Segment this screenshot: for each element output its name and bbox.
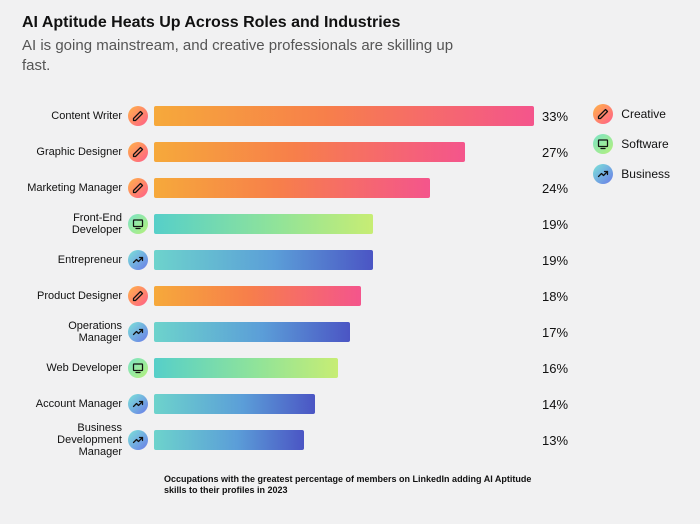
- legend-label: Business: [621, 167, 670, 181]
- bar-label: Entrepreneur: [22, 254, 128, 266]
- bar-chart: Content Writer 33% Graphic Designer 27% …: [22, 102, 678, 462]
- legend: Creative Software Business: [593, 104, 670, 194]
- bar-row: Entrepreneur 19%: [22, 246, 678, 274]
- bar-row: Business Development Manager 13%: [22, 426, 678, 454]
- pencil-icon: [128, 142, 148, 162]
- bar-track: [154, 142, 534, 162]
- bar-label: Graphic Designer: [22, 146, 128, 158]
- legend-item: Creative: [593, 104, 670, 124]
- pencil-icon: [128, 106, 148, 126]
- bar-value: 27%: [542, 145, 568, 160]
- bar-row: Front-End Developer 19%: [22, 210, 678, 238]
- bar-value: 24%: [542, 181, 568, 196]
- bar-label: Content Writer: [22, 110, 128, 122]
- page-title: AI Aptitude Heats Up Across Roles and In…: [22, 14, 678, 32]
- page-subtitle: AI is going mainstream, and creative pro…: [22, 36, 462, 77]
- bar-track: [154, 106, 534, 126]
- bar-row: Product Designer 18%: [22, 282, 678, 310]
- bar-track: [154, 358, 534, 378]
- bar-value: 18%: [542, 289, 568, 304]
- pencil-icon-legend: [593, 104, 613, 124]
- monitor-icon: [128, 214, 148, 234]
- legend-item: Software: [593, 134, 670, 154]
- bar-row: Web Developer 16%: [22, 354, 678, 382]
- bar-track: [154, 322, 534, 342]
- bar-fill: [154, 142, 465, 162]
- bar-label: Product Designer: [22, 290, 128, 302]
- bar-fill: [154, 286, 361, 306]
- bar-fill: [154, 178, 430, 198]
- bar-fill: [154, 358, 338, 378]
- bar-fill: [154, 250, 373, 270]
- bar-track: [154, 250, 534, 270]
- bar-row: Graphic Designer 27%: [22, 138, 678, 166]
- bar-value: 19%: [542, 253, 568, 268]
- bar-value: 13%: [542, 433, 568, 448]
- bar-track: [154, 430, 534, 450]
- trend-icon: [128, 394, 148, 414]
- legend-item: Business: [593, 164, 670, 184]
- bar-track: [154, 178, 534, 198]
- bar-label: Front-End Developer: [22, 212, 128, 236]
- bar-fill: [154, 214, 373, 234]
- monitor-icon: [128, 358, 148, 378]
- bar-fill: [154, 430, 304, 450]
- bar-row: Account Manager 14%: [22, 390, 678, 418]
- bar-label: Web Developer: [22, 362, 128, 374]
- legend-label: Software: [621, 137, 668, 151]
- bar-track: [154, 286, 534, 306]
- chart-container: AI Aptitude Heats Up Across Roles and In…: [0, 0, 700, 524]
- footnote: Occupations with the greatest percentage…: [164, 474, 534, 497]
- trend-icon: [128, 322, 148, 342]
- bar-fill: [154, 394, 315, 414]
- bar-track: [154, 394, 534, 414]
- trend-icon: [128, 430, 148, 450]
- pencil-icon: [128, 178, 148, 198]
- legend-label: Creative: [621, 107, 666, 121]
- pencil-icon: [128, 286, 148, 306]
- bar-value: 17%: [542, 325, 568, 340]
- trend-icon: [128, 250, 148, 270]
- bar-label: Marketing Manager: [22, 182, 128, 194]
- bar-value: 14%: [542, 397, 568, 412]
- bar-track: [154, 214, 534, 234]
- trend-icon-legend: [593, 164, 613, 184]
- bar-row: Marketing Manager 24%: [22, 174, 678, 202]
- bar-label: Operations Manager: [22, 320, 128, 344]
- bar-row: Operations Manager 17%: [22, 318, 678, 346]
- bar-fill: [154, 106, 534, 126]
- bar-value: 16%: [542, 361, 568, 376]
- bar-value: 19%: [542, 217, 568, 232]
- bar-label: Business Development Manager: [22, 422, 128, 458]
- bar-value: 33%: [542, 109, 568, 124]
- bar-fill: [154, 322, 350, 342]
- bar-row: Content Writer 33%: [22, 102, 678, 130]
- bar-label: Account Manager: [22, 398, 128, 410]
- monitor-icon-legend: [593, 134, 613, 154]
